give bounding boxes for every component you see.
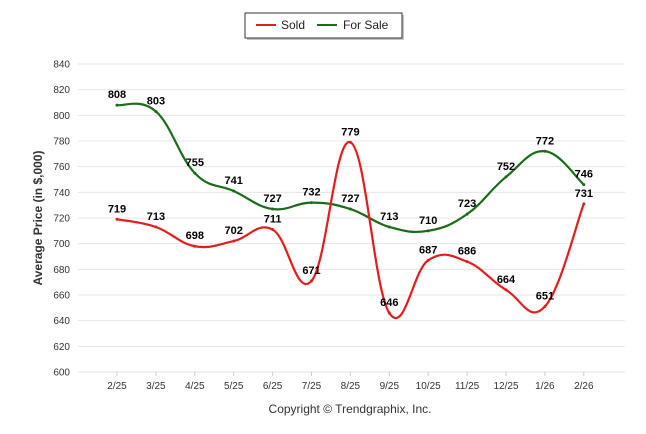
data-point-sold bbox=[271, 228, 275, 232]
data-label-for-sale: 772 bbox=[536, 135, 554, 147]
data-point-for-sale bbox=[310, 201, 313, 205]
y-tick-label: 800 bbox=[53, 111, 70, 122]
data-label-sold: 713 bbox=[147, 211, 165, 223]
data-label-sold: 671 bbox=[302, 265, 320, 277]
y-tick-label: 620 bbox=[53, 342, 70, 353]
x-tick-label: 10/25 bbox=[416, 381, 441, 392]
data-point-for-sale bbox=[154, 109, 158, 113]
data-label-for-sale: 727 bbox=[263, 193, 281, 205]
x-tick-label: 12/25 bbox=[493, 381, 518, 392]
legend: Sold For Sale bbox=[244, 12, 404, 40]
data-label-sold: 664 bbox=[497, 274, 516, 286]
data-label-for-sale: 723 bbox=[458, 198, 476, 210]
data-point-for-sale bbox=[387, 225, 391, 229]
data-label-for-sale: 752 bbox=[497, 161, 515, 173]
y-axis-title: Average Price (in $,000) bbox=[31, 151, 45, 286]
data-point-sold bbox=[232, 239, 236, 243]
data-label-sold: 711 bbox=[264, 214, 282, 226]
y-tick-label: 640 bbox=[53, 316, 70, 327]
data-point-sold bbox=[193, 244, 197, 248]
y-axis-ticks: 600 620 640 660 680 700 720 740 760 780 800 820 840 bbox=[53, 60, 70, 379]
x-tick-label: 9/25 bbox=[380, 381, 400, 392]
y-tick-label: 720 bbox=[53, 214, 70, 225]
y-tick-label: 840 bbox=[53, 60, 70, 71]
data-point-for-sale bbox=[543, 149, 547, 153]
y-tick-label: 760 bbox=[53, 162, 70, 173]
y-tick-label: 700 bbox=[53, 239, 70, 250]
data-point-sold bbox=[543, 305, 547, 309]
x-tick-label: 2/25 bbox=[107, 381, 127, 392]
x-tick-label: 1/26 bbox=[535, 381, 555, 392]
data-label-for-sale: 710 bbox=[419, 215, 437, 227]
data-label-sold: 687 bbox=[419, 244, 437, 256]
data-label-sold: 702 bbox=[225, 225, 243, 237]
x-tick-label: 5/25 bbox=[224, 381, 244, 392]
y-tick-label: 600 bbox=[53, 368, 70, 379]
data-label-sold: 698 bbox=[186, 230, 204, 242]
x-axis-ticks: 2/25 3/25 4/25 5/25 6/25 7/25 8/25 9/25 10/25 11/… bbox=[107, 372, 594, 392]
data-point-for-sale bbox=[582, 183, 586, 187]
data-point-for-sale bbox=[271, 207, 275, 211]
grid-lines bbox=[78, 63, 625, 373]
series-lines bbox=[115, 102, 586, 319]
data-label-for-sale: 755 bbox=[186, 157, 204, 169]
data-label-for-sale: 732 bbox=[302, 187, 320, 199]
x-tick-label: 8/25 bbox=[341, 381, 361, 392]
data-point-sold bbox=[310, 279, 313, 283]
data-label-sold: 646 bbox=[380, 297, 398, 309]
x-tick-label: 6/25 bbox=[263, 381, 283, 392]
data-label-sold: 779 bbox=[341, 126, 359, 138]
data-label-for-sale: 727 bbox=[341, 193, 359, 205]
data-point-sold bbox=[504, 288, 508, 292]
y-tick-label: 740 bbox=[53, 188, 70, 199]
x-tick-label: 4/25 bbox=[185, 381, 205, 392]
data-point-sold bbox=[582, 202, 586, 206]
data-label-for-sale: 808 bbox=[108, 89, 126, 101]
x-tick-label: 7/25 bbox=[302, 381, 322, 392]
data-label-for-sale: 741 bbox=[225, 175, 243, 187]
data-point-for-sale bbox=[465, 212, 469, 216]
data-point-for-sale bbox=[504, 175, 508, 179]
data-label-for-sale: 713 bbox=[380, 211, 398, 223]
x-tick-label: 3/25 bbox=[146, 381, 166, 392]
data-label-for-sale: 803 bbox=[147, 95, 165, 107]
data-point-sold bbox=[115, 217, 119, 221]
y-tick-label: 680 bbox=[53, 265, 70, 276]
y-tick-label: 780 bbox=[53, 137, 70, 148]
x-tick-label: 2/26 bbox=[574, 381, 594, 392]
data-point-sold bbox=[387, 311, 391, 315]
data-point-for-sale bbox=[426, 229, 430, 233]
data-point-sold bbox=[154, 225, 158, 229]
data-label-sold: 719 bbox=[108, 203, 126, 215]
data-label-sold: 651 bbox=[536, 291, 554, 303]
data-point-for-sale bbox=[348, 207, 352, 211]
data-point-sold bbox=[465, 260, 469, 264]
data-point-for-sale bbox=[115, 103, 119, 107]
data-point-sold bbox=[348, 140, 352, 144]
data-point-for-sale bbox=[232, 189, 236, 193]
copyright-text: Copyright © Trendgraphix, Inc. bbox=[269, 402, 432, 416]
data-label-sold: 731 bbox=[575, 188, 593, 200]
y-tick-label: 660 bbox=[53, 291, 70, 302]
data-point-for-sale bbox=[193, 171, 197, 175]
legend-label-sold: Sold bbox=[281, 18, 305, 32]
x-tick-label: 11/25 bbox=[455, 381, 480, 392]
data-label-sold: 686 bbox=[458, 246, 476, 258]
legend-label-for-sale: For Sale bbox=[343, 18, 389, 32]
data-point-sold bbox=[426, 258, 430, 262]
data-labels: 719 713 698 702 711 671 779 646 687 686 664 651 731 8… bbox=[108, 89, 593, 309]
data-label-for-sale: 746 bbox=[575, 169, 593, 181]
y-tick-label: 820 bbox=[53, 85, 70, 96]
